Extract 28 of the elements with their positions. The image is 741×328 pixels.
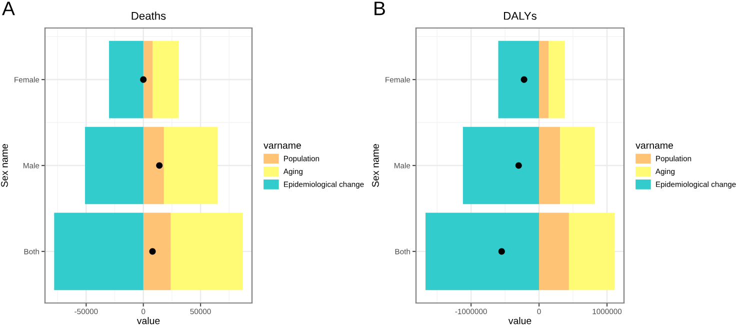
- bar: [109, 40, 144, 118]
- bar: [539, 212, 569, 290]
- bar: [143, 40, 153, 118]
- bar: [568, 212, 614, 290]
- bar: [143, 212, 171, 290]
- bar: [164, 126, 218, 204]
- chart-title: Deaths: [132, 12, 166, 20]
- legend-title: varname: [636, 143, 673, 149]
- text: B: [374, 2, 385, 16]
- bar: [462, 126, 540, 204]
- bar: [560, 126, 595, 204]
- y-axis-title: Sex name: [372, 144, 379, 187]
- chart-title: DALYs: [504, 12, 536, 20]
- bar: [54, 212, 144, 290]
- bar: [539, 126, 560, 204]
- text: A: [2, 2, 15, 16]
- legend-title: varname: [264, 143, 301, 149]
- bar: [539, 40, 549, 118]
- bar: [143, 126, 164, 204]
- bar: [498, 40, 540, 118]
- x-axis-title: value: [136, 317, 160, 324]
- bar: [548, 40, 565, 118]
- x-axis-title: value: [508, 317, 532, 324]
- bar: [152, 40, 179, 118]
- bar: [170, 212, 243, 290]
- bar: [85, 126, 144, 204]
- y-axis-title: Sex name: [1, 144, 8, 187]
- bar: [426, 212, 540, 290]
